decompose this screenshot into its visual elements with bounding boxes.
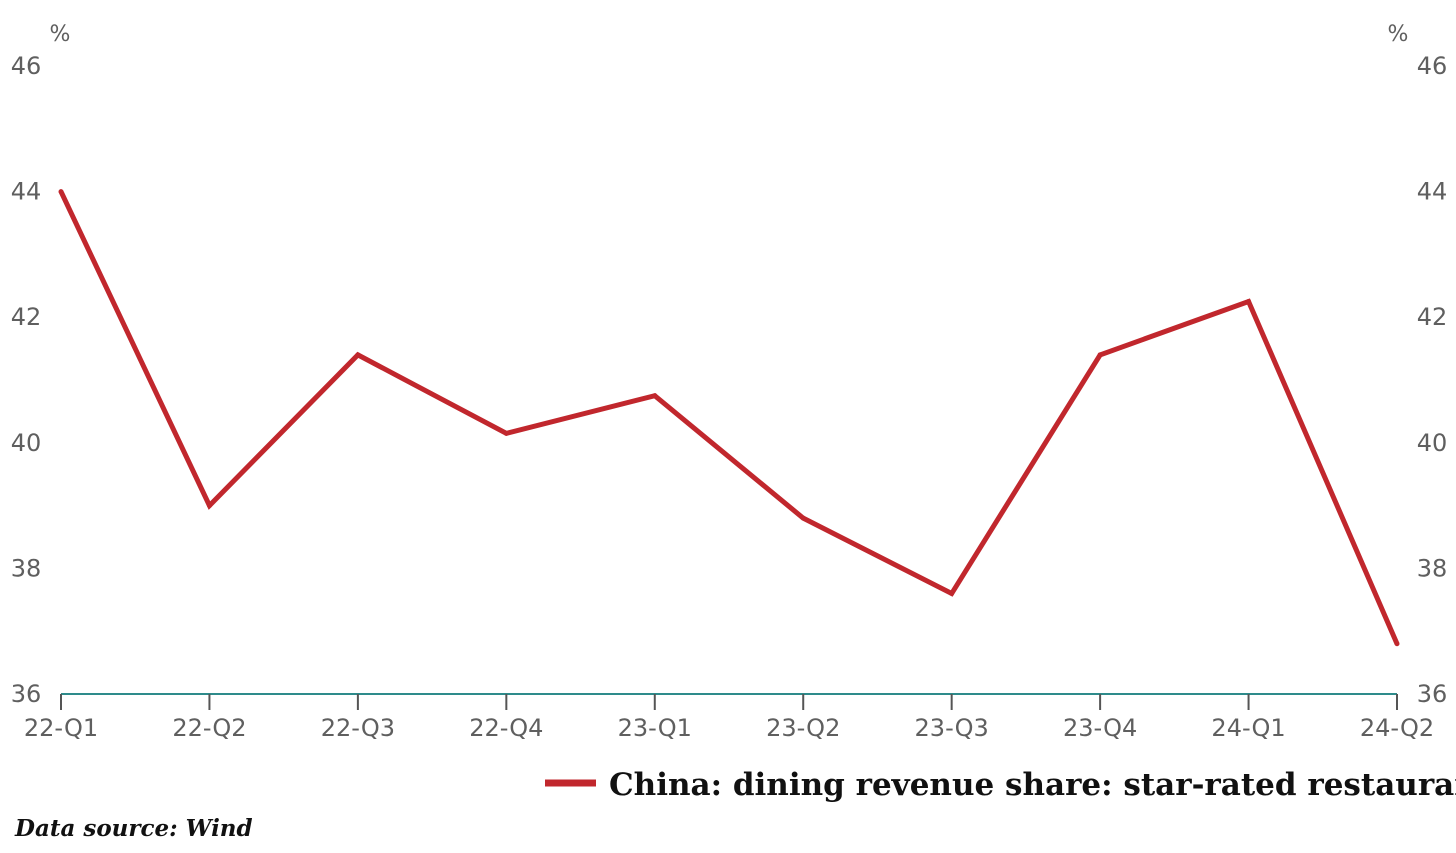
y-tick-label-left: 36 xyxy=(11,680,42,708)
legend-label: China: dining revenue share: star-rated … xyxy=(609,767,1456,803)
legend: China: dining revenue share: star-rated … xyxy=(545,767,1456,803)
y-tick-label-left: 38 xyxy=(11,554,42,582)
y-tick-label-right: 46 xyxy=(1417,52,1448,80)
y-axis-left: 36 38 40 42 44 46 xyxy=(11,52,42,708)
y-tick-label-left: 44 xyxy=(11,178,42,206)
y-tick-label-right: 44 xyxy=(1417,178,1448,206)
x-tick-label: 24-Q2 xyxy=(1360,714,1434,742)
data-point xyxy=(1246,299,1252,304)
y-tick-label-left: 40 xyxy=(11,429,42,457)
y-axis-right-unit: % xyxy=(1388,22,1409,47)
x-tick-label: 22-Q1 xyxy=(24,714,98,742)
y-tick-label-right: 36 xyxy=(1417,680,1448,708)
y-tick-label-right: 38 xyxy=(1417,554,1448,582)
x-tick-label: 24-Q1 xyxy=(1211,714,1285,742)
x-tick-label: 23-Q1 xyxy=(618,714,692,742)
data-point xyxy=(949,591,955,597)
x-tick-label: 22-Q2 xyxy=(172,714,246,742)
x-tick-label: 22-Q3 xyxy=(321,714,395,742)
y-tick-label-right: 42 xyxy=(1417,303,1448,331)
data-point xyxy=(1394,641,1400,647)
y-tick-label-right: 40 xyxy=(1417,429,1448,457)
x-tick-label: 23-Q3 xyxy=(915,714,989,742)
x-axis: 22-Q1 22-Q2 22-Q3 22-Q4 23-Q1 23-Q2 23-Q3 23-Q4… xyxy=(24,693,1434,742)
x-tick-label: 23-Q4 xyxy=(1063,714,1137,742)
x-tick-label: 23-Q2 xyxy=(766,714,840,742)
series-layer xyxy=(58,189,1400,647)
data-point xyxy=(355,352,361,358)
y-axis-left-unit: % xyxy=(50,22,71,47)
x-tick-label: 22-Q4 xyxy=(469,714,543,742)
data-point xyxy=(800,515,806,521)
data-point xyxy=(503,430,509,436)
data-point xyxy=(1097,352,1103,358)
data-point xyxy=(206,503,212,509)
y-axis-right: 36 38 40 42 44 46 xyxy=(1417,52,1448,708)
data-point xyxy=(652,393,658,399)
y-tick-label-left: 42 xyxy=(11,303,42,331)
data-source-note: Data source: Wind xyxy=(14,815,253,842)
y-tick-label-left: 46 xyxy=(11,52,42,80)
data-point xyxy=(58,189,64,195)
series-line xyxy=(58,190,1400,645)
